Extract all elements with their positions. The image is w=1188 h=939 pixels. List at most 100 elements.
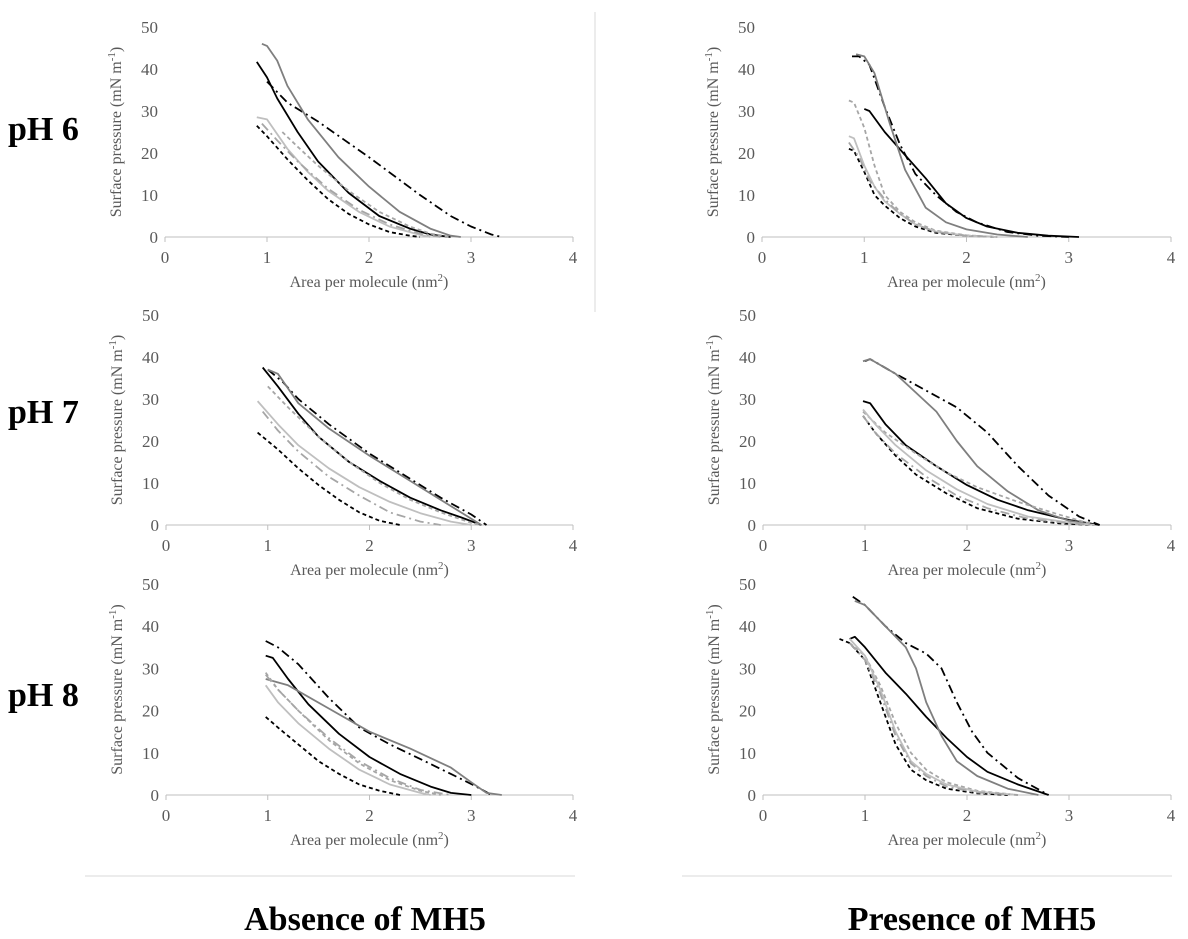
row-label-ph8: pH 8	[8, 677, 79, 714]
series-line-5	[848, 99, 998, 238]
x-axis-title-end: )	[1041, 274, 1046, 291]
y-axis-title-superscript: -1	[107, 340, 119, 349]
x-axis-title-text: Area per molecule (nm	[290, 274, 438, 291]
series-line-1	[256, 61, 451, 238]
series-line-7	[849, 642, 1019, 796]
row-label-ph7: pH 7	[8, 394, 79, 431]
y-tick-label: 50	[739, 575, 756, 594]
x-axis-title-end: )	[444, 832, 449, 849]
y-axis-title-superscript: -1	[107, 610, 119, 619]
y-tick-label: 40	[739, 348, 756, 367]
y-tick-label: 0	[150, 228, 159, 247]
y-axis-title-end: )	[706, 335, 723, 340]
y-axis-title: Surface pressure (mN m-1)	[704, 604, 723, 774]
y-tick-label: 20	[142, 432, 159, 451]
series-line-2	[265, 640, 493, 796]
x-tick-label: 1	[861, 806, 870, 825]
y-axis-title-text: Surface pressure (mN m	[109, 618, 126, 775]
x-axis-title-text: Area per molecule (nm	[290, 562, 438, 579]
series-line-1	[862, 400, 1100, 526]
x-axis-title-superscript: 2	[438, 560, 444, 572]
series-line-4	[261, 42, 461, 238]
series-line-3	[265, 716, 401, 796]
column-label-absence: Absence of MH5	[244, 901, 486, 938]
x-tick-label: 1	[860, 248, 869, 267]
y-tick-label: 40	[738, 60, 755, 79]
series-line-3	[256, 125, 421, 238]
y-tick-label: 0	[748, 516, 757, 535]
x-tick-label: 4	[569, 248, 578, 267]
x-tick-label: 3	[1065, 536, 1074, 555]
x-axis-title-superscript: 2	[1035, 272, 1041, 284]
y-tick-label: 40	[141, 60, 158, 79]
row-label-ph6: pH 6	[8, 111, 79, 148]
y-tick-label: 20	[739, 702, 756, 721]
y-axis-title-end: )	[108, 47, 125, 52]
x-axis-title-end: )	[443, 274, 448, 291]
x-tick-label: 1	[263, 248, 272, 267]
series-line-2	[266, 80, 502, 238]
y-tick-label: 20	[142, 702, 159, 721]
x-tick-label: 1	[861, 536, 870, 555]
x-tick-label: 4	[569, 536, 578, 555]
y-tick-label: 40	[142, 348, 159, 367]
y-tick-label: 50	[739, 306, 756, 325]
y-tick-label: 30	[739, 659, 756, 678]
x-axis-title-text: Area per molecule (nm	[888, 562, 1036, 579]
x-tick-label: 3	[467, 248, 476, 267]
x-tick-label: 3	[1065, 248, 1074, 267]
series-line-3	[862, 415, 1095, 526]
x-axis-title: Area per molecule (nm2)	[887, 272, 1046, 291]
y-tick-label: 30	[738, 102, 755, 121]
y-tick-label: 20	[141, 144, 158, 163]
y-tick-label: 0	[747, 228, 756, 247]
y-tick-label: 10	[142, 474, 159, 493]
y-axis-title: Surface pressure (mN m-1)	[107, 335, 126, 505]
y-axis-title: Surface pressure (mN m-1)	[704, 335, 723, 505]
x-axis-title-end: )	[1041, 832, 1046, 849]
x-axis-title-text: Area per molecule (nm	[290, 832, 438, 849]
series-line-7	[265, 674, 452, 796]
y-axis-title-superscript: -1	[106, 52, 118, 61]
series-line-7	[261, 122, 441, 238]
series-line-1	[265, 654, 472, 796]
series-line-5	[267, 385, 482, 526]
y-tick-label: 0	[151, 516, 160, 535]
x-axis-title-superscript: 2	[1036, 560, 1042, 572]
x-tick-label: 0	[162, 806, 171, 825]
y-axis-title: Surface pressure (mN m-1)	[703, 47, 722, 217]
x-axis-title-text: Area per molecule (nm	[888, 832, 1036, 849]
series-line-1	[863, 108, 1080, 238]
x-axis-title: Area per molecule (nm2)	[290, 272, 449, 291]
series-line-7	[848, 141, 998, 238]
y-tick-label: 40	[739, 617, 756, 636]
y-axis-title-superscript: -1	[704, 340, 716, 349]
series-line-4	[265, 678, 502, 796]
x-axis-title: Area per molecule (nm2)	[290, 830, 449, 849]
x-axis-title-superscript: 2	[1036, 830, 1042, 842]
x-axis-title-end: )	[444, 562, 449, 579]
series-line-6	[264, 684, 431, 796]
series-line-6	[849, 638, 1019, 796]
y-tick-label: 30	[142, 390, 159, 409]
x-tick-label: 3	[1065, 806, 1074, 825]
x-tick-label: 0	[758, 248, 767, 267]
column-label-presence: Presence of MH5	[848, 901, 1097, 938]
y-tick-label: 30	[142, 659, 159, 678]
series-line-6	[256, 400, 472, 526]
series-line-1	[849, 635, 1049, 796]
series-line-4	[855, 53, 1028, 238]
series-line-4	[267, 368, 482, 526]
y-tick-label: 20	[739, 432, 756, 451]
y-tick-label: 10	[739, 744, 756, 763]
y-tick-label: 30	[141, 102, 158, 121]
series-line-1	[261, 366, 482, 526]
y-tick-label: 10	[141, 186, 158, 205]
y-tick-label: 0	[151, 786, 160, 805]
x-tick-label: 2	[962, 248, 971, 267]
y-tick-label: 30	[739, 390, 756, 409]
